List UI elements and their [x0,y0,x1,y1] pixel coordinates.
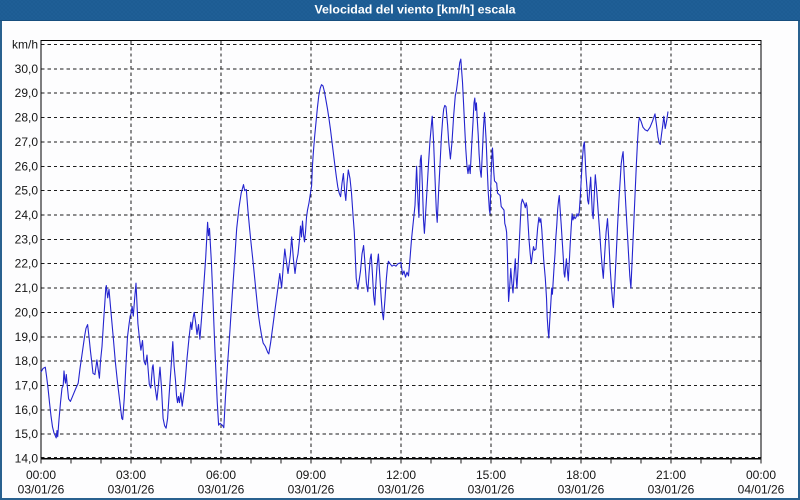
svg-text:30,0: 30,0 [15,62,39,76]
svg-text:12:00: 12:00 [386,468,416,482]
svg-text:03/01/26: 03/01/26 [558,483,605,497]
svg-text:18:00: 18:00 [566,468,596,482]
svg-text:22,0: 22,0 [15,257,39,271]
svg-text:29,0: 29,0 [15,86,39,100]
svg-text:21:00: 21:00 [656,468,686,482]
svg-text:03/01/26: 03/01/26 [648,483,695,497]
svg-text:26,0: 26,0 [15,159,39,173]
svg-text:15:00: 15:00 [476,468,506,482]
svg-text:16,0: 16,0 [15,403,39,417]
svg-text:00:00: 00:00 [746,468,776,482]
svg-text:03:00: 03:00 [116,468,146,482]
svg-text:03/01/26: 03/01/26 [288,483,335,497]
svg-text:04/01/26: 04/01/26 [738,483,785,497]
svg-text:20,0: 20,0 [15,305,39,319]
svg-text:17,0: 17,0 [15,379,39,393]
svg-text:28,0: 28,0 [15,111,39,125]
svg-text:03/01/26: 03/01/26 [378,483,425,497]
svg-text:06:00: 06:00 [206,468,236,482]
svg-text:23,0: 23,0 [15,232,39,246]
svg-text:27,0: 27,0 [15,135,39,149]
svg-text:14,0: 14,0 [15,452,39,466]
svg-text:19,0: 19,0 [15,330,39,344]
svg-text:03/01/26: 03/01/26 [198,483,245,497]
svg-text:18,0: 18,0 [15,354,39,368]
svg-text:09:00: 09:00 [296,468,326,482]
svg-text:km/h: km/h [12,38,38,52]
svg-text:03/01/26: 03/01/26 [108,483,155,497]
svg-text:25,0: 25,0 [15,184,39,198]
svg-text:03/01/26: 03/01/26 [18,483,65,497]
svg-text:15,0: 15,0 [15,427,39,441]
svg-text:24,0: 24,0 [15,208,39,222]
svg-text:21,0: 21,0 [15,281,39,295]
svg-text:00:00: 00:00 [26,468,56,482]
svg-text:03/01/26: 03/01/26 [468,483,515,497]
